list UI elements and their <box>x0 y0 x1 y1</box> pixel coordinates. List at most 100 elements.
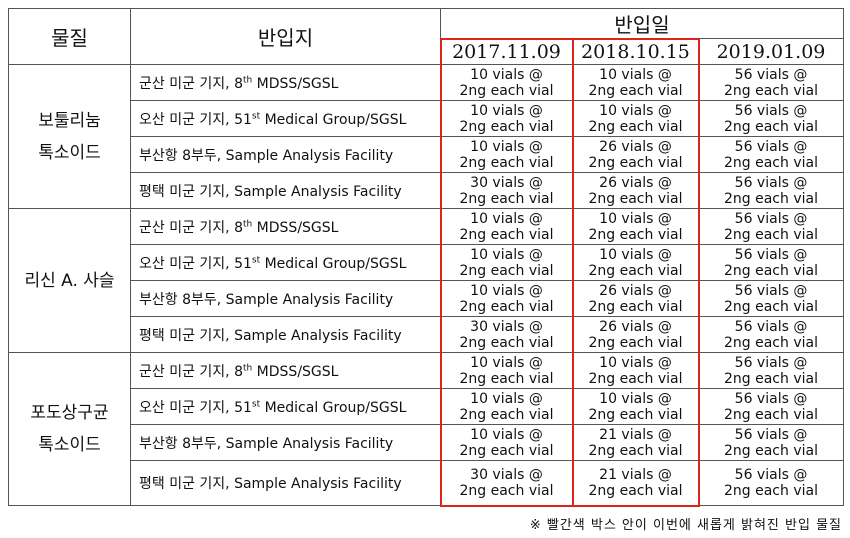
amount-cell: 10 vials @2ng each vial <box>440 388 573 425</box>
amount-line: 2ng each vial <box>588 82 683 99</box>
amount-cell: 30 vials @2ng each vial <box>440 460 573 506</box>
amount-line: 2ng each vial <box>588 334 683 351</box>
amount-cell: 10 vials @2ng each vial <box>572 208 699 245</box>
date-group-header: 반입일 <box>440 8 844 39</box>
amount-line: 30 vials @ <box>470 174 543 191</box>
amount-line: 2ng each vial <box>459 262 554 279</box>
amount-cell: 56 vials @2ng each vial <box>698 460 844 506</box>
amount-line: 2ng each vial <box>588 190 683 207</box>
amount-cell: 10 vials @2ng each vial <box>440 352 573 389</box>
amount-line: 56 vials @ <box>734 210 808 227</box>
site-cell: 군산 미군 기지, 8th MDSS/SGSL <box>130 64 441 101</box>
site-superscript: th <box>243 362 253 373</box>
amount-line: 2ng each vial <box>724 154 818 171</box>
site-text: 부산항 8부두, Sample Analysis Facility <box>139 147 394 164</box>
material-cell: 보툴리눔 톡소이드 <box>8 64 131 209</box>
site-superscript: st <box>251 254 261 265</box>
data-row: 리신 A. 사슬 군산 미군 기지, 8th MDSS/SGSL 10 vials … <box>8 208 844 353</box>
amount-line: 2ng each vial <box>459 226 554 243</box>
amount-cell: 26 vials @2ng each vial <box>572 316 699 353</box>
amount-line: 2ng each vial <box>588 262 683 279</box>
data-row: 부산항 8부두, Sample Analysis Facility 10 vial… <box>9 136 844 173</box>
site-superscript: st <box>251 398 261 409</box>
amount-line: 10 vials @ <box>599 354 672 371</box>
amount-cell: 56 vials @2ng each vial <box>698 388 844 425</box>
site-superscript: st <box>251 110 261 121</box>
site-header: 반입지 <box>130 8 441 65</box>
amount-line: 10 vials @ <box>470 390 543 407</box>
amount-line: 2ng each vial <box>724 82 818 99</box>
material-header: 물질 <box>8 8 131 65</box>
amount-line: 2ng each vial <box>724 262 818 279</box>
header-row: 2017.11.09 2018.10.15 2019.01.09 <box>9 38 844 65</box>
site-cell: 군산 미군 기지, 8th MDSS/SGSL <box>130 208 441 245</box>
amount-cell: 10 vials @2ng each vial <box>440 100 573 137</box>
amount-cell: 56 vials @2ng each vial <box>698 352 844 389</box>
site-text: MDSS/SGSL <box>252 75 339 92</box>
site-cell: 오산 미군 기지, 51st Medical Group/SGSL <box>130 244 441 281</box>
amount-line: 2ng each vial <box>724 442 818 459</box>
material-cell: 포도상구균 톡소이드 <box>8 352 131 506</box>
amount-line: 10 vials @ <box>470 66 543 83</box>
site-cell: 부산항 8부두, Sample Analysis Facility <box>130 280 441 317</box>
amount-cell: 56 vials @2ng each vial <box>698 100 844 137</box>
site-cell: 오산 미군 기지, 51st Medical Group/SGSL <box>130 100 441 137</box>
site-text: 평택 미군 기지, Sample Analysis Facility <box>139 476 402 492</box>
amount-line: 2ng each vial <box>588 483 683 499</box>
amount-line: 56 vials @ <box>734 66 808 83</box>
amount-cell: 56 vials @2ng each vial <box>698 424 844 461</box>
amount-line: 2ng each vial <box>588 406 683 423</box>
amount-cell: 10 vials @2ng each vial <box>440 64 573 101</box>
amount-cell: 10 vials @2ng each vial <box>572 352 699 389</box>
amount-cell: 56 vials @2ng each vial <box>698 208 844 245</box>
amount-line: 2ng each vial <box>724 483 818 499</box>
amount-line: 2ng each vial <box>724 226 818 243</box>
site-cell: 평택 미군 기지, Sample Analysis Facility <box>130 460 441 506</box>
data-row: 오산 미군 기지, 51st Medical Group/SGSL 10 vial… <box>9 388 844 425</box>
site-superscript: th <box>243 74 253 85</box>
amount-line: 30 vials @ <box>470 318 543 335</box>
data-row: 오산 미군 기지, 51st Medical Group/SGSL 10 vial… <box>9 244 844 281</box>
amount-line: 2ng each vial <box>459 370 554 387</box>
amount-line: 2ng each vial <box>588 442 683 459</box>
date-header: 2019.01.09 <box>698 38 844 65</box>
amount-cell: 21 vials @2ng each vial <box>572 460 699 506</box>
amount-line: 2ng each vial <box>588 118 683 135</box>
amount-line: 26 vials @ <box>599 282 672 299</box>
amount-cell: 26 vials @2ng each vial <box>572 172 699 209</box>
amount-cell: 26 vials @2ng each vial <box>572 280 699 317</box>
site-text: 부산항 8부두, Sample Analysis Facility <box>139 435 394 452</box>
site-cell: 평택 미군 기지, Sample Analysis Facility <box>130 172 441 209</box>
amount-line: 2ng each vial <box>588 226 683 243</box>
amount-line: 10 vials @ <box>599 66 672 83</box>
amount-line: 21 vials @ <box>599 426 672 443</box>
amount-line: 56 vials @ <box>734 174 808 191</box>
site-text: Medical Group/SGSL <box>260 255 407 272</box>
amount-cell: 10 vials @2ng each vial <box>440 136 573 173</box>
amount-cell: 10 vials @2ng each vial <box>440 424 573 461</box>
data-row: 부산항 8부두, Sample Analysis Facility 10 vial… <box>9 280 844 317</box>
material-line: 포도상구균 <box>30 403 109 423</box>
amount-line: 2ng each vial <box>724 118 818 135</box>
amount-line: 10 vials @ <box>599 210 672 227</box>
amount-line: 2ng each vial <box>459 334 554 351</box>
amount-cell: 56 vials @2ng each vial <box>698 172 844 209</box>
amount-line: 10 vials @ <box>599 390 672 407</box>
data-row: 평택 미군 기지, Sample Analysis Facility 30 via… <box>9 460 844 506</box>
amount-cell: 30 vials @2ng each vial <box>440 316 573 353</box>
amount-line: 56 vials @ <box>734 138 808 155</box>
material-line: 리신 A. 사슬 <box>24 270 115 291</box>
site-text: Medical Group/SGSL <box>260 111 407 128</box>
site-superscript: th <box>243 218 253 229</box>
amount-cell: 56 vials @2ng each vial <box>698 244 844 281</box>
date-header: 2017.11.09 <box>440 38 573 65</box>
site-text: 평택 미군 기지, Sample Analysis Facility <box>139 327 402 344</box>
site-text: 평택 미군 기지, Sample Analysis Facility <box>139 183 402 200</box>
material-line: 보툴리눔 <box>38 110 101 131</box>
amount-cell: 10 vials @2ng each vial <box>572 100 699 137</box>
site-cell: 오산 미군 기지, 51st Medical Group/SGSL <box>130 388 441 425</box>
amount-line: 2ng each vial <box>459 442 554 459</box>
data-row: 평택 미군 기지, Sample Analysis Facility 30 via… <box>9 172 844 209</box>
amount-line: 2ng each vial <box>459 406 554 423</box>
